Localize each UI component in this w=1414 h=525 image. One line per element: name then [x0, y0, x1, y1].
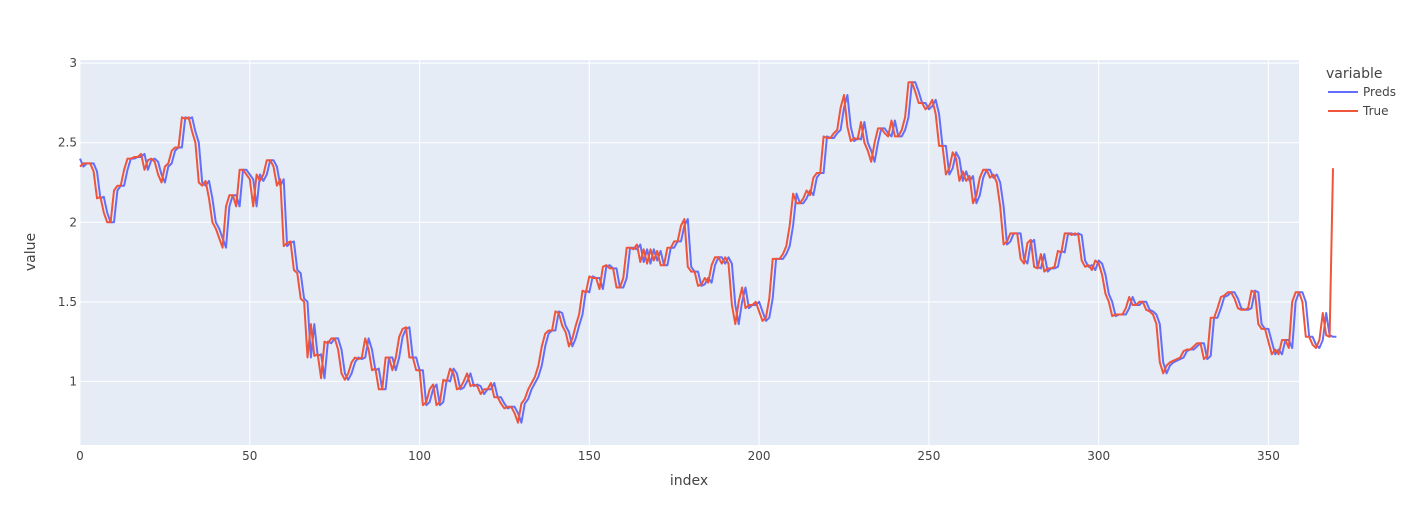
- x-tick-label: 50: [242, 449, 257, 463]
- legend-item-preds[interactable]: Preds: [1328, 85, 1396, 99]
- legend: variable Preds True: [1326, 66, 1396, 118]
- x-tick-label: 100: [408, 449, 431, 463]
- x-tick-label: 0: [76, 449, 84, 463]
- legend-title: variable: [1326, 66, 1382, 82]
- legend-items: Preds True: [1328, 85, 1396, 118]
- series-lines: [79, 81, 1337, 424]
- x-tick-label: 350: [1257, 449, 1280, 463]
- y-axis-title: value: [23, 233, 39, 271]
- y-tick-label: 3: [69, 56, 77, 70]
- x-tick-label: 150: [578, 449, 601, 463]
- x-tick-labels: 0 50 100 150 200 250 300 350: [76, 449, 1280, 463]
- y-tick-labels: 1 1.5 2 2.5 3: [58, 56, 77, 388]
- legend-item-true[interactable]: True: [1328, 104, 1389, 118]
- legend-label: Preds: [1363, 85, 1396, 99]
- y-tick-label: 2.5: [58, 136, 77, 150]
- y-tick-label: 2: [69, 215, 77, 229]
- legend-label: True: [1362, 104, 1389, 118]
- y-tick-label: 1.5: [58, 295, 77, 309]
- series-line-true: [79, 81, 1334, 424]
- y-tick-label: 1: [69, 374, 77, 388]
- x-gridlines: [79, 60, 1269, 445]
- x-axis-title: index: [670, 473, 708, 489]
- x-tick-label: 300: [1087, 449, 1110, 463]
- x-tick-label: 200: [748, 449, 771, 463]
- x-tick-label: 250: [917, 449, 940, 463]
